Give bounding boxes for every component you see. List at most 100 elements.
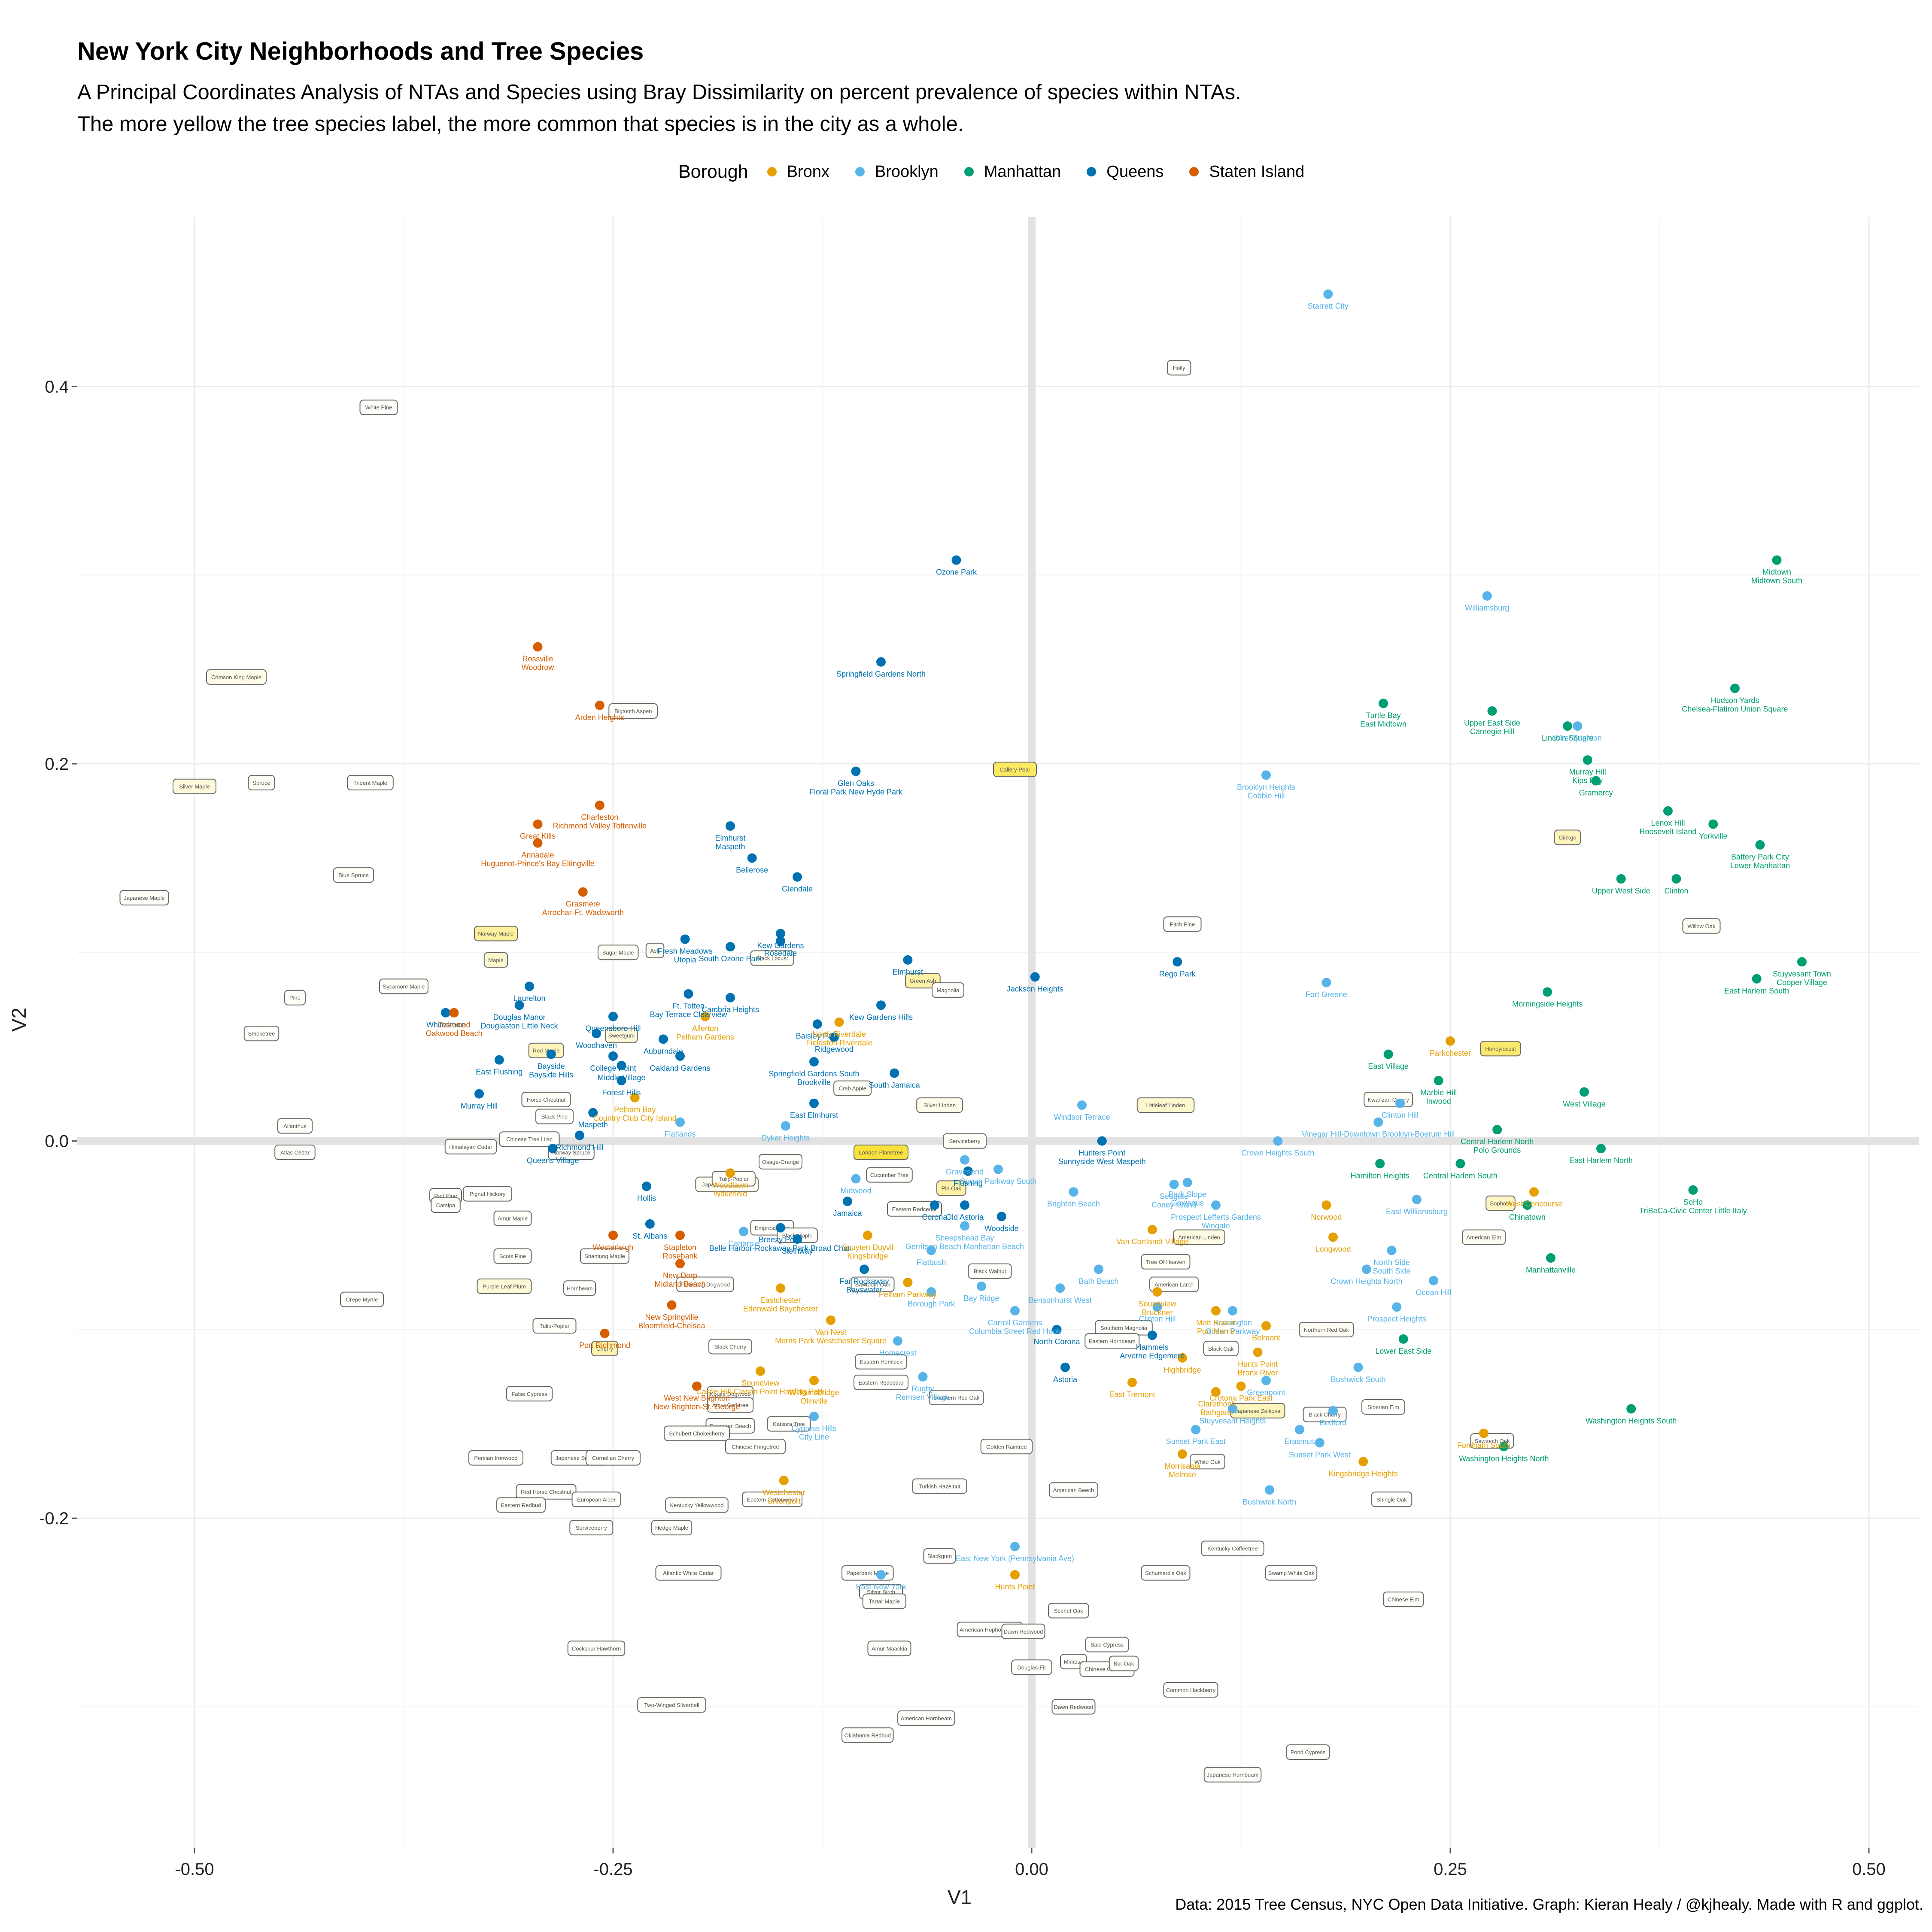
- species-label-box: [474, 926, 518, 942]
- species-label-box: [477, 1278, 532, 1294]
- species-label-box: [1190, 1454, 1225, 1470]
- neighborhood-label: Elmhurst: [893, 968, 923, 976]
- neighborhood-label: Elmhurst Maspeth: [715, 834, 745, 851]
- neighborhood-label-line: Hollis: [637, 1194, 656, 1203]
- neighborhood-point: [1055, 1283, 1065, 1293]
- neighborhood-label-line: Annadale: [521, 851, 554, 859]
- neighborhood-label: Belmont: [1252, 1334, 1280, 1342]
- neighborhood-label: East New York: [856, 1583, 906, 1591]
- neighborhood-label: Brighton Beach: [1047, 1200, 1100, 1208]
- neighborhood-label: St. Albans: [632, 1232, 667, 1240]
- species-label: American Larch: [1149, 1276, 1199, 1292]
- neighborhood-label: Vinegar Hill-Downtown Brooklyn-Boerum Hi…: [1302, 1130, 1455, 1139]
- neighborhood-label-line: Remsen Village: [896, 1393, 950, 1402]
- species-label-box: [1485, 1195, 1516, 1211]
- neighborhood-point: [1321, 1200, 1331, 1210]
- neighborhood-point: [1616, 874, 1626, 884]
- neighborhood-label-line: Gravesend: [946, 1168, 984, 1176]
- legend-label-bronx: Bronx: [787, 162, 829, 181]
- neighborhood-label-line: Woodside: [984, 1224, 1019, 1233]
- neighborhood-label-line: Van Nest: [815, 1328, 847, 1337]
- chart-subtitle: A Principal Coordinates Analysis of NTAs…: [77, 76, 1623, 140]
- neighborhood-point: [876, 1000, 886, 1010]
- neighborhood-point: [1328, 1406, 1338, 1416]
- neighborhood-label: Grasmere Arrochar-Ft. Wadsworth: [542, 900, 624, 917]
- neighborhood-label: Bay Ridge: [963, 1294, 999, 1303]
- species-label-box: [993, 762, 1037, 778]
- species-label-box: [980, 1439, 1033, 1455]
- neighborhood-label-line: Auburndale: [644, 1047, 683, 1055]
- neighborhood-label: Bedford: [1319, 1419, 1346, 1427]
- x-axis-label: V1: [948, 1886, 972, 1908]
- neighborhood-point: [826, 1315, 835, 1325]
- species-label-box: [1383, 1592, 1424, 1607]
- neighborhood-label: Cambria Heights: [702, 1005, 759, 1014]
- neighborhood-point: [1412, 1194, 1422, 1204]
- neighborhood-point: [1752, 974, 1762, 984]
- neighborhood-label: Longwood: [1315, 1245, 1351, 1254]
- species-label: Serviceberry: [943, 1133, 987, 1149]
- species-label-text: Dawn Redwood: [1054, 1704, 1094, 1710]
- axes: -0.50 -0.25 0.00 0.25 0.50 -0.2 0.0 0.2 0.4 V1 V2: [8, 377, 1886, 1908]
- legend-dot-staten-island: [1189, 167, 1199, 176]
- species-label: Amur Maple: [493, 1210, 532, 1226]
- neighborhood-label-line: Fordham South: [1457, 1441, 1510, 1450]
- species-label: Ash: [645, 942, 665, 958]
- neighborhood-point: [1455, 1159, 1465, 1169]
- neighborhood-point: [1353, 1362, 1363, 1372]
- species-label: Horse Chestnut: [521, 1091, 571, 1107]
- neighborhood-point: [441, 1008, 450, 1018]
- neighborhood-point: [645, 1219, 655, 1229]
- species-label-text: Swamp White Oak: [1268, 1570, 1315, 1577]
- species-label: Pignut Hickory: [463, 1186, 512, 1202]
- neighborhood-label-line: Canarsie: [728, 1239, 759, 1248]
- species-label-text: Crab Apple: [839, 1085, 866, 1092]
- neighborhood-point: [1487, 706, 1497, 716]
- neighborhood-label: East Tremont: [1109, 1390, 1155, 1399]
- legend-label-queens: Queens: [1106, 162, 1164, 181]
- species-label: Katsura Tree: [767, 1416, 811, 1432]
- legend-dot-brooklyn: [855, 167, 865, 176]
- neighborhood-label-line: Chelsea-Flatiron Union Square: [1682, 705, 1788, 713]
- neighborhood-label-line: Prospect Heights: [1367, 1315, 1426, 1323]
- species-label: Cornelian Cherry: [586, 1450, 641, 1466]
- neighborhood-label: Breezy Point Belle Harbor-Rockaway Park B…: [709, 1236, 852, 1253]
- neighborhood-label: Midtown Midtown South: [1751, 568, 1802, 585]
- neighborhood-label: Upper East Side Carnegie Hill: [1464, 719, 1520, 736]
- neighborhood-point: [809, 1376, 819, 1385]
- species-label-box: [862, 1593, 906, 1609]
- neighborhood-label-line: Oakland Gardens: [650, 1064, 710, 1072]
- neighborhood-label: Fresh Meadows Utopia: [658, 947, 713, 964]
- neighborhood-label-line: Cambria Heights: [702, 1005, 759, 1014]
- neighborhood-label: Midwood: [840, 1186, 871, 1195]
- species-label-box: [767, 1416, 811, 1432]
- species-label-box: [725, 1439, 786, 1455]
- neighborhood-label-line: Bayside: [538, 1062, 565, 1071]
- neighborhood-label-line: Country Club City Island: [593, 1114, 677, 1123]
- species-label-box: [664, 1425, 730, 1441]
- species-label-text: Black Cherry: [714, 1343, 747, 1350]
- species-label-text: Silver Linden: [923, 1102, 956, 1109]
- neighborhood-label-line: Richmond Valley Tottenville: [553, 822, 647, 830]
- species-label: Black Oak: [1203, 1340, 1239, 1356]
- neighborhood-point: [951, 555, 961, 565]
- species-label-text: Japanese Hornbeam: [1207, 1772, 1259, 1778]
- species-label-text: Amur Corktree: [712, 1402, 749, 1409]
- y-tick-label: 0.4: [45, 377, 69, 396]
- species-label-text: European Alder: [577, 1496, 616, 1503]
- species-label: Flowering Dogwood: [676, 1276, 734, 1292]
- species-label: Bald Cypress: [1085, 1637, 1129, 1653]
- species-label-box: [532, 1318, 577, 1334]
- neighborhood-label-line: Central Harlem North: [1461, 1137, 1534, 1146]
- species-label-box: [535, 1109, 574, 1124]
- species-label: Cherry: [591, 1340, 618, 1356]
- neighborhood-label: East Harlem South: [1724, 987, 1789, 995]
- species-label-box: [591, 1340, 618, 1356]
- species-label-text: Common Hackberry: [1166, 1687, 1216, 1693]
- neighborhood-label-line: Oakwood: [437, 1021, 470, 1029]
- neighborhood-label-line: Soundview: [1138, 1300, 1176, 1308]
- neighborhood-label: Richmond Hill: [556, 1143, 603, 1151]
- species-label-box: [1554, 829, 1581, 845]
- neighborhood-point: [812, 1019, 822, 1029]
- neighborhood-label: Seagate Coney Island: [1151, 1192, 1197, 1209]
